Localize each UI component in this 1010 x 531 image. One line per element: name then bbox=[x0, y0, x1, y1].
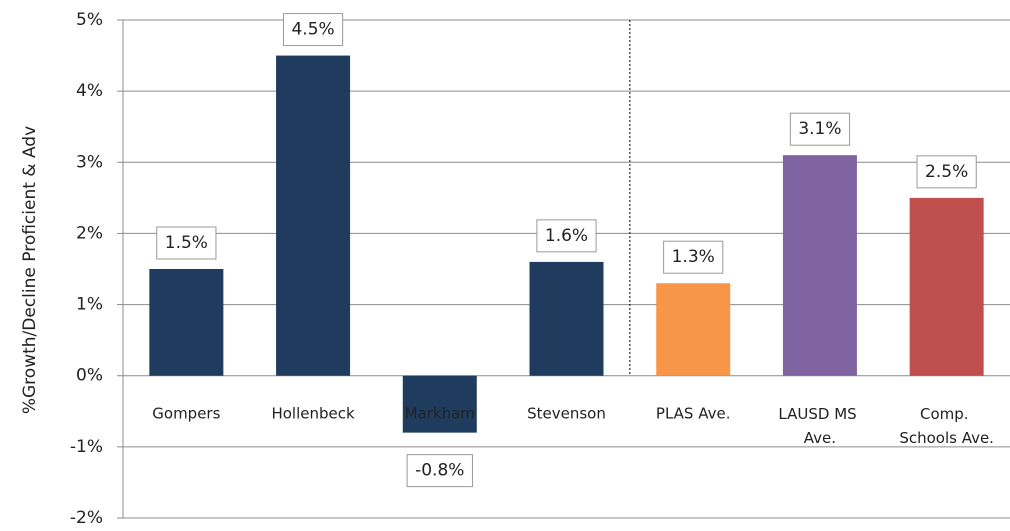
value-label-box bbox=[536, 219, 597, 253]
bar bbox=[529, 261, 604, 376]
bar bbox=[656, 283, 731, 376]
y-axis-title: %Growth/Decline Proficient & Adv bbox=[20, 126, 40, 414]
y-tick-label: 0% bbox=[76, 366, 103, 386]
value-label: -0.8% bbox=[415, 461, 464, 481]
value-label: 1.3% bbox=[672, 247, 715, 267]
value-label: 1.5% bbox=[165, 233, 208, 253]
x-tick-label: Stevenson bbox=[527, 405, 606, 423]
bar bbox=[402, 375, 477, 433]
x-tick-label: Hollenbeck bbox=[271, 405, 355, 423]
bar bbox=[909, 197, 984, 376]
bar bbox=[782, 155, 857, 376]
y-tick-label: 3% bbox=[76, 152, 103, 172]
x-tick-label: PLAS Ave. bbox=[656, 405, 731, 423]
value-label-box bbox=[282, 13, 344, 47]
y-tick-label: 5% bbox=[76, 10, 103, 30]
value-label: 4.5% bbox=[291, 20, 334, 40]
x-tick-label: LAUSD MS Ave. bbox=[778, 405, 861, 447]
y-tick-label: 1% bbox=[76, 295, 103, 315]
value-label-box bbox=[916, 155, 977, 189]
bar bbox=[149, 269, 224, 376]
value-label: 1.6% bbox=[545, 226, 588, 246]
x-tick-label: Comp. Schools Ave. bbox=[899, 405, 994, 447]
value-label: 2.5% bbox=[925, 162, 968, 182]
value-label-box bbox=[663, 240, 724, 274]
y-tick-label: -2% bbox=[70, 508, 103, 528]
x-tick-label: Gompers bbox=[152, 405, 220, 423]
value-label-box bbox=[156, 226, 217, 260]
value-label-box bbox=[406, 454, 473, 488]
bar bbox=[276, 55, 351, 376]
value-label: 3.1% bbox=[798, 119, 841, 139]
value-label-box bbox=[789, 112, 851, 146]
y-tick-label: -1% bbox=[70, 437, 103, 457]
x-tick-label: Markham bbox=[405, 405, 475, 423]
y-tick-label: 2% bbox=[76, 223, 103, 243]
y-tick-label: 4% bbox=[76, 81, 103, 101]
